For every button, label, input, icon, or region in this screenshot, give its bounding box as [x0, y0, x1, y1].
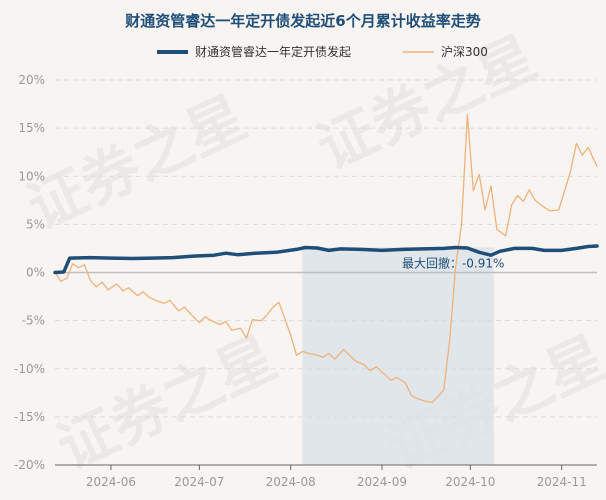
y-axis: -20% -15% -10% -5% 0% 5% 10% 15% 20%: [14, 73, 45, 472]
series-line-fund: [53, 244, 599, 275]
y-tick-label: 10%: [18, 169, 45, 183]
series-layer: [53, 114, 599, 404]
x-tick-label: 2024-10: [445, 475, 495, 489]
series-line-csi300: [54, 114, 598, 404]
y-tick-label: 5%: [26, 217, 45, 231]
x-tick-label: 2024-06: [86, 475, 136, 489]
legend-label-csi300: 沪深300: [441, 45, 488, 59]
watermark-text: 证券之星: [47, 323, 286, 483]
drawdown-layer: [302, 247, 494, 465]
drawdown-label: 最大回撤：-0.91%: [402, 256, 504, 271]
y-tick-label: -5%: [22, 314, 45, 328]
x-tick-label: 2024-07: [174, 475, 224, 489]
chart-title: 财通资管睿达一年定开债发起近6个月累计收益率走势: [125, 12, 480, 30]
legend-label-fund: 财通资管睿达一年定开债发起: [195, 44, 351, 59]
watermark-text: 证券之星: [17, 83, 256, 243]
y-tick-label: 15%: [18, 121, 45, 135]
legend: 财通资管睿达一年定开债发起 沪深300: [157, 44, 488, 59]
y-tick-label: -10%: [14, 362, 45, 376]
x-tick-label: 2024-08: [266, 475, 316, 489]
x-axis: 2024-06 2024-07 2024-08 2024-09 2024-10 2024-…: [55, 464, 597, 489]
y-tick-label: 20%: [18, 73, 45, 87]
y-tick-label: 0%: [26, 266, 45, 280]
drawdown-region: [302, 247, 494, 465]
y-tick-label: -20%: [14, 458, 45, 472]
x-tick-label: 2024-09: [357, 475, 407, 489]
y-tick-label: -15%: [14, 410, 45, 424]
x-tick-label: 2024-11: [537, 475, 587, 489]
